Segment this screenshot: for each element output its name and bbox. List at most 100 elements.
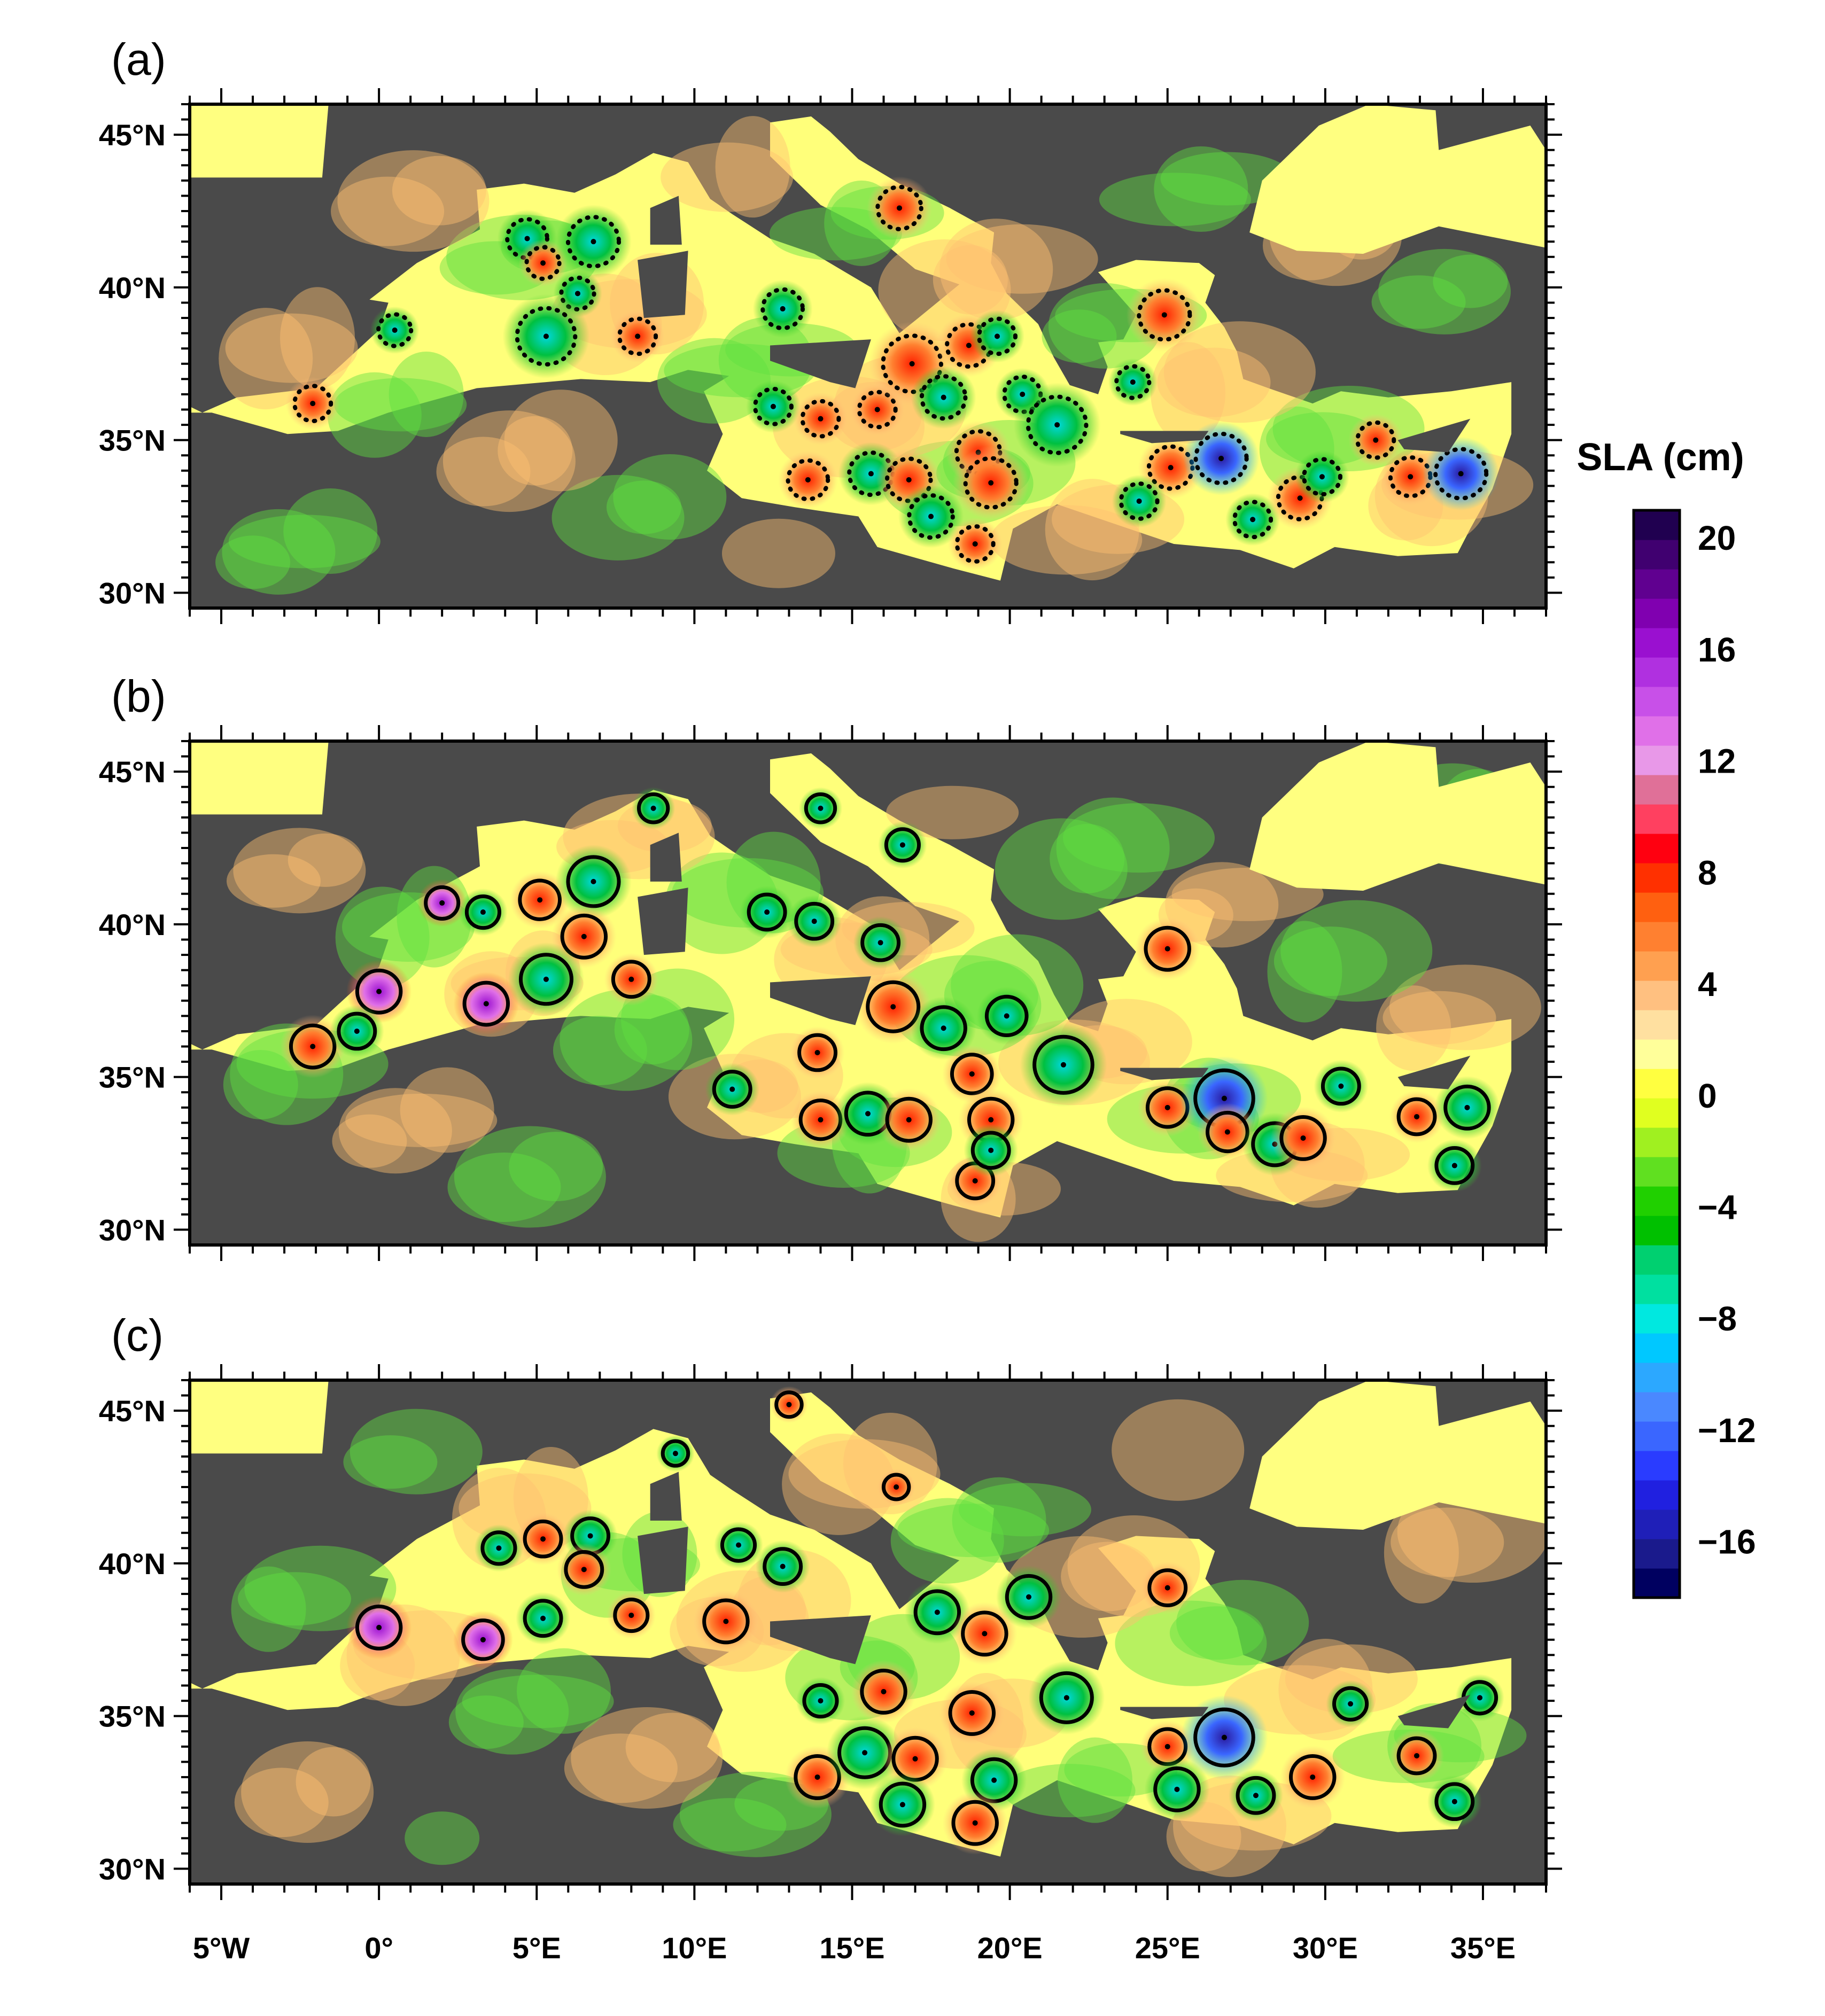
eddy-contour (712, 1070, 752, 1109)
island (1397, 418, 1471, 453)
island (770, 976, 871, 1025)
eddy-center (1373, 437, 1379, 443)
negative-anomaly-patch (343, 1435, 438, 1489)
colorbar-labels: 20 16 12 8 4 0 −4 −8 −12 −16 (1698, 519, 1756, 1561)
y-tick-label: 45°N (99, 1394, 166, 1428)
eddy-center (780, 1563, 786, 1569)
eddy-center (764, 909, 770, 915)
eddy-contour (617, 316, 658, 356)
negative-anomaly-patch (673, 1798, 787, 1852)
colorbar-swatch (1634, 1127, 1680, 1157)
eddy-contour (802, 1683, 839, 1719)
positive-anomaly-patch (331, 176, 445, 246)
colorbar-label: 16 (1698, 631, 1736, 669)
y-tick-label: 40°N (99, 1547, 166, 1581)
positive-anomaly-patch (225, 313, 358, 383)
eddy-contour (461, 1618, 505, 1661)
eddy-contour (1332, 1686, 1369, 1722)
positive-anomaly-patch (504, 390, 618, 492)
axis-ticks (174, 88, 1562, 624)
eddy-center (581, 933, 587, 939)
eddy-center (1218, 455, 1224, 461)
x-tick-label: 0° (364, 1931, 393, 1965)
colorbar-swatch (1634, 1216, 1680, 1246)
eddy-contour (950, 1053, 994, 1095)
eddy-center (912, 1756, 918, 1762)
eddy-center (811, 919, 817, 924)
eddy-center (1414, 1753, 1420, 1758)
positive-anomaly-patch (886, 785, 1019, 839)
eddy-center (897, 205, 903, 211)
island (1397, 1694, 1471, 1729)
black-sea (1249, 104, 1546, 254)
eddy-contour (355, 1604, 403, 1651)
eddy-center (982, 1631, 988, 1637)
negative-anomaly-patch (995, 818, 1128, 920)
eddy-contour (1443, 1084, 1491, 1131)
positive-anomaly-patch (1112, 1399, 1245, 1501)
negative-anomaly-patch (462, 1675, 614, 1729)
colorbar-swatch (1634, 540, 1680, 570)
negative-anomaly-patch (1273, 927, 1387, 997)
colorbar-swatch (1634, 1304, 1680, 1334)
eddy-center (1020, 391, 1026, 397)
positive-anomaly-patch (661, 142, 794, 212)
eddy-contour (1119, 481, 1160, 521)
positive-anomaly-patch (442, 410, 576, 512)
eddy-center (1221, 1095, 1227, 1101)
eddy-center (814, 1049, 820, 1055)
eddy-center (496, 1545, 502, 1551)
y-tick-label: 35°N (99, 424, 166, 457)
negative-anomaly-patch (560, 989, 693, 1091)
colorbar-swatch (1634, 1069, 1680, 1099)
colorbar-swatch (1634, 1539, 1680, 1569)
eddy-center (934, 1609, 940, 1615)
eddy-center (1164, 1104, 1170, 1110)
eddy-center (818, 416, 824, 422)
negative-anomaly-patch (350, 1408, 483, 1495)
eddy-center (650, 805, 656, 811)
negative-anomaly-patch (1003, 1764, 1136, 1818)
eddy-contour (1433, 447, 1489, 501)
eddy-contour (920, 1005, 967, 1052)
eddy-center (310, 1044, 316, 1049)
negative-anomaly-patch (553, 1015, 647, 1085)
colorbar-label: −4 (1698, 1188, 1737, 1226)
eddy-contour (963, 456, 1019, 510)
black-sea-region (190, 1380, 1546, 1530)
eddy-contour (954, 524, 996, 564)
eddy-center (972, 541, 978, 547)
eddy-center (1348, 1701, 1354, 1707)
eddy-contour (1232, 500, 1273, 540)
colorbar-swatch (1634, 892, 1680, 922)
negative-anomaly-patch (231, 1566, 306, 1652)
positive-anomaly-patch (625, 1713, 720, 1783)
colorbar-swatch (1634, 1245, 1680, 1275)
eddy-center (890, 1004, 896, 1010)
positive-anomaly-patch (564, 1733, 678, 1803)
eddy-contour (518, 878, 562, 921)
eddy-contour (1289, 1754, 1337, 1800)
negative-anomaly-patch (405, 1811, 480, 1865)
eddy-contour (970, 1131, 1011, 1170)
eddy-contour (763, 1547, 803, 1586)
eddy-contour (1434, 1146, 1475, 1185)
eddy-contour (1005, 1574, 1053, 1620)
colorbar-swatch (1634, 863, 1680, 893)
colorbar-swatch (1634, 628, 1680, 658)
eddy-center (543, 333, 549, 339)
eddy-contour (1137, 288, 1192, 342)
x-tick-label: 20°E (977, 1931, 1043, 1965)
black-sea (1249, 1380, 1546, 1530)
eddy-contour (1321, 1067, 1361, 1106)
positive-anomaly-patch (933, 245, 1008, 315)
eddy-center (988, 1117, 994, 1123)
island (638, 251, 688, 318)
eddy-contour (875, 184, 923, 231)
negative-anomaly-patch (718, 317, 813, 403)
eddy-center (354, 1028, 360, 1034)
eddy-center (628, 1613, 634, 1618)
panel-b: (b) 30°N 35°N 40°N 45°N (99, 671, 1562, 1261)
colorbar-swatch (1634, 1451, 1680, 1481)
